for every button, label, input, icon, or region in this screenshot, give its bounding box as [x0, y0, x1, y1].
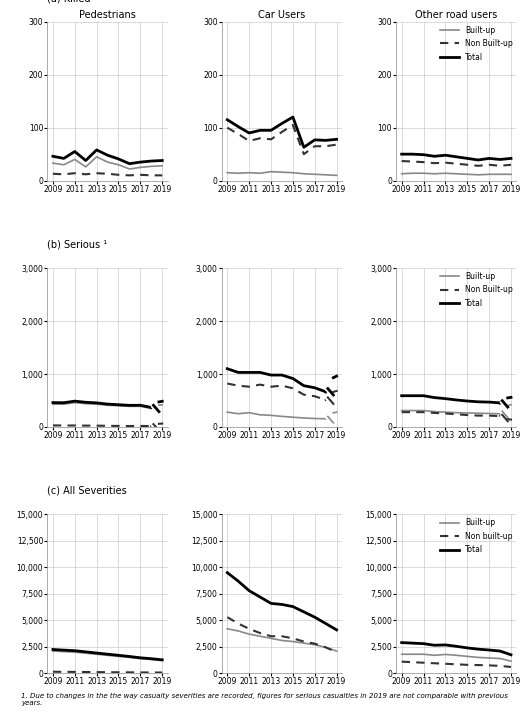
Title: Other road users: Other road users [415, 9, 497, 20]
Legend: Built-up, Non built-up, Total: Built-up, Non built-up, Total [440, 518, 513, 555]
Text: (a) Killed: (a) Killed [47, 0, 91, 3]
Text: (b) Serious ¹: (b) Serious ¹ [47, 240, 108, 250]
Text: (c) All Severities: (c) All Severities [47, 486, 127, 496]
Legend: Built-up, Non Built-up, Total: Built-up, Non Built-up, Total [440, 25, 513, 62]
Legend: Built-up, Non Built-up, Total: Built-up, Non Built-up, Total [440, 272, 513, 308]
Title: Car Users: Car Users [258, 9, 306, 20]
Text: 1. Due to changes in the the way casualty severities are recorded, figures for s: 1. Due to changes in the the way casualt… [21, 693, 508, 706]
Title: Pedestrians: Pedestrians [79, 9, 136, 20]
